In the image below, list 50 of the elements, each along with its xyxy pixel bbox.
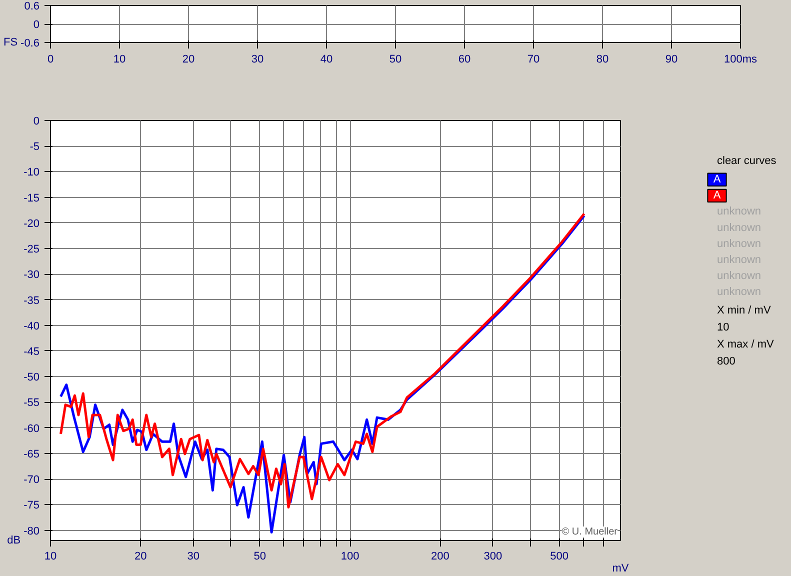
y-tick-label: -45 bbox=[24, 346, 40, 358]
y-tick-label: -5 bbox=[30, 141, 40, 154]
x-tick-label: 40 bbox=[320, 54, 333, 66]
x-tick-label: 10 bbox=[113, 54, 126, 66]
x-axis-title: mV bbox=[612, 562, 630, 574]
y-tick-label: -80 bbox=[24, 525, 40, 538]
x-tick-label: 80 bbox=[596, 54, 609, 66]
x-tick-label: 20 bbox=[182, 54, 195, 66]
y-tick-label: -0.6 bbox=[20, 38, 40, 50]
y-tick-label: -70 bbox=[24, 474, 40, 486]
y-tick-label: -75 bbox=[24, 500, 40, 512]
y-tick-label: -65 bbox=[24, 448, 40, 460]
y-tick-label: -35 bbox=[24, 294, 40, 307]
y-axis-title: FS bbox=[3, 36, 18, 48]
x-tick-label: 90 bbox=[665, 54, 678, 66]
y-tick-label: -55 bbox=[24, 397, 40, 410]
x-tick-label: 30 bbox=[187, 550, 200, 562]
x-tick-label: 100ms bbox=[724, 54, 758, 66]
y-tick-label: -30 bbox=[24, 269, 40, 282]
x-tick-label: 10 bbox=[44, 550, 57, 562]
y-tick-label: -50 bbox=[24, 372, 40, 384]
text: 10 bbox=[717, 322, 730, 334]
y-tick-label: 0 bbox=[33, 116, 40, 128]
x-tick-label: 70 bbox=[527, 54, 540, 66]
text: X max / mV bbox=[717, 338, 775, 350]
y-tick-label: -60 bbox=[24, 422, 40, 435]
x-tick-label: 20 bbox=[134, 550, 147, 562]
x-tick-label: 60 bbox=[458, 54, 471, 66]
x-tick-label: 300 bbox=[484, 550, 502, 562]
y-tick-label: -10 bbox=[24, 166, 40, 179]
x-tick-label: 200 bbox=[431, 550, 450, 562]
text: A bbox=[713, 174, 722, 186]
x-tick-label: 0 bbox=[47, 54, 54, 66]
x-tick-label: 30 bbox=[251, 54, 264, 66]
y-tick-label: -20 bbox=[24, 218, 40, 230]
y-tick-label: 0 bbox=[33, 19, 40, 31]
text: A bbox=[713, 190, 722, 202]
text: X min / mV bbox=[717, 304, 772, 317]
x-tick-label: 50 bbox=[254, 550, 266, 562]
y-tick-label: -25 bbox=[24, 244, 40, 256]
x-tick-label: 50 bbox=[389, 54, 402, 66]
annotation: © U. Mueller bbox=[562, 526, 618, 538]
text: clear curves bbox=[717, 155, 777, 168]
y-tick-label: 0.6 bbox=[24, 0, 40, 12]
y-tick-label: -40 bbox=[24, 320, 40, 332]
x-tick-label: 100 bbox=[340, 550, 360, 562]
x-tick-label: 500 bbox=[550, 550, 569, 562]
y-tick-label: -15 bbox=[24, 192, 40, 204]
y-axis-title: dB bbox=[7, 534, 21, 546]
text: 800 bbox=[717, 355, 736, 368]
